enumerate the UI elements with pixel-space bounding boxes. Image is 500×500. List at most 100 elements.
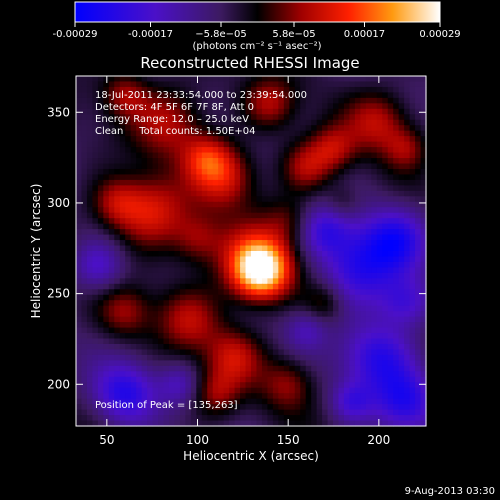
heatmap-cell	[147, 240, 154, 247]
heatmap-cell	[327, 179, 334, 186]
heatmap-cell	[86, 86, 94, 94]
heatmap-cell	[283, 212, 290, 219]
heatmap-cell	[354, 86, 361, 94]
heatmap-cell	[365, 278, 372, 285]
heatmap-cell	[174, 190, 181, 197]
heatmap-cell	[201, 382, 208, 389]
heatmap-cell	[365, 283, 372, 290]
heatmap-cell	[163, 300, 170, 307]
heatmap-cell	[338, 212, 345, 219]
heatmap-cell	[294, 229, 301, 236]
heatmap-cell	[343, 398, 351, 405]
heatmap-cell	[343, 289, 351, 296]
heatmap-cell	[136, 387, 143, 394]
heatmap-cell	[179, 92, 186, 99]
heatmap-cell	[76, 212, 83, 219]
heatmap-cell	[218, 229, 225, 236]
heatmap-cell	[108, 92, 115, 99]
heatmap-cell	[185, 125, 192, 132]
heatmap-cell	[103, 92, 110, 99]
heatmap-cell	[136, 354, 143, 361]
heatmap-cell	[240, 322, 247, 329]
heatmap-cell	[300, 327, 307, 334]
heatmap-cell	[212, 97, 219, 104]
heatmap-cell	[272, 300, 279, 307]
heatmap-cell	[267, 76, 274, 83]
heatmap-cell	[278, 86, 285, 94]
heatmap-cell	[267, 223, 274, 230]
heatmap-cell	[376, 393, 383, 400]
heatmap-cell	[283, 136, 290, 143]
heatmap-cell	[256, 338, 263, 345]
heatmap-cell	[371, 327, 378, 334]
heatmap-cell	[349, 163, 356, 170]
heatmap-cell	[404, 393, 411, 400]
heatmap-cell	[152, 251, 159, 258]
heatmap-cell	[343, 333, 351, 340]
heatmap-cell	[81, 409, 88, 416]
heatmap-cell	[81, 141, 88, 148]
heatmap-cell	[371, 108, 378, 115]
heatmap-cell	[300, 294, 307, 301]
heatmap-cell	[371, 190, 378, 197]
heatmap-cell	[97, 316, 104, 323]
heatmap-cell	[185, 136, 192, 143]
heatmap-cell	[382, 174, 389, 181]
heatmap-cell	[212, 251, 219, 258]
heatmap-cell	[382, 163, 389, 170]
heatmap-cell	[371, 261, 378, 269]
heatmap-cell	[92, 365, 99, 372]
heatmap-cell	[333, 289, 340, 296]
heatmap-cell	[125, 300, 132, 307]
heatmap-cell	[179, 267, 186, 274]
heatmap-cell	[114, 218, 121, 225]
heatmap-cell	[234, 305, 241, 312]
heatmap-cell	[360, 141, 367, 148]
heatmap-cell	[168, 283, 176, 290]
heatmap-cell	[278, 240, 285, 247]
heatmap-cell	[130, 349, 137, 356]
heatmap-cell	[174, 240, 181, 247]
heatmap-cell	[365, 108, 372, 115]
heatmap-cell	[158, 278, 165, 285]
heatmap-cell	[229, 147, 236, 154]
heatmap-cell	[201, 404, 208, 411]
heatmap-cell	[327, 76, 334, 83]
heatmap-cell	[420, 86, 427, 94]
heatmap-cell	[365, 229, 372, 236]
heatmap-cell	[283, 365, 290, 372]
heatmap-cell	[305, 294, 312, 301]
heatmap-cell	[92, 376, 99, 383]
heatmap-cell	[103, 108, 110, 115]
heatmap-cell	[267, 343, 274, 351]
heatmap-cell	[76, 136, 83, 143]
heatmap-cell	[179, 289, 186, 296]
heatmap-cell	[294, 404, 301, 411]
heatmap-cell	[360, 152, 367, 159]
heatmap-cell	[240, 333, 247, 340]
heatmap-cell	[108, 251, 115, 258]
heatmap-cell	[404, 185, 411, 192]
heatmap-cell	[152, 278, 159, 285]
heatmap-cell	[81, 338, 88, 345]
heatmap-cell	[136, 404, 143, 411]
heatmap-cell	[223, 338, 230, 345]
heatmap-cell	[316, 283, 323, 290]
heatmap-cell	[234, 174, 241, 181]
heatmap-cell	[223, 190, 230, 197]
heatmap-cell	[322, 272, 329, 279]
heatmap-cell	[190, 212, 197, 219]
heatmap-cell	[382, 338, 389, 345]
heatmap-cell	[103, 278, 110, 285]
heatmap-cell	[371, 278, 378, 285]
heatmap-cell	[267, 136, 274, 143]
heatmap-cell	[267, 97, 274, 104]
heatmap-cell	[158, 212, 165, 219]
heatmap-cell	[136, 415, 143, 422]
heatmap-cell	[272, 168, 279, 176]
heatmap-cell	[168, 404, 176, 411]
heatmap-cell	[81, 376, 88, 383]
heatmap-cell	[147, 327, 154, 334]
heatmap-cell	[354, 125, 361, 132]
heatmap-cell	[354, 114, 361, 121]
